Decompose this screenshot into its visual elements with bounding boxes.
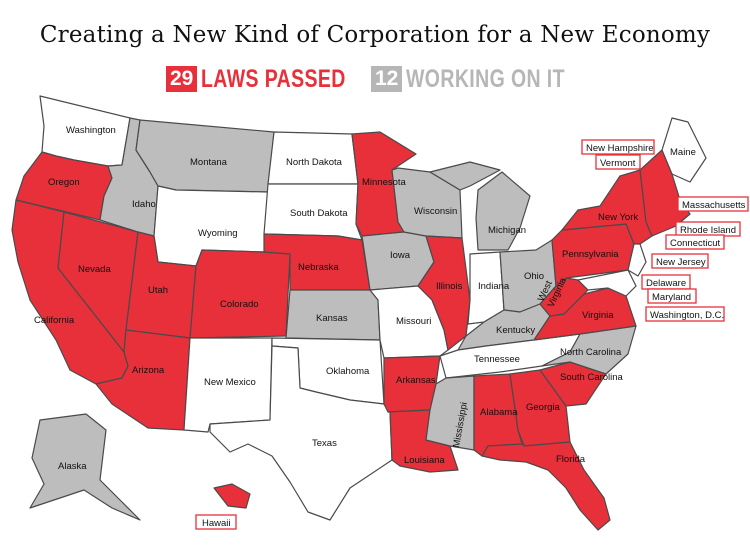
callout-hawaii: Hawaii [202,518,231,529]
label-ohio: Ohio [524,271,544,282]
state-maine[interactable] [661,117,707,183]
label-michigan: Michigan [488,225,526,236]
label-washington: Washington [66,125,116,136]
state-montana[interactable] [135,119,275,193]
label-wisconsin: Wisconsin [414,206,457,217]
label-indiana: Indiana [478,281,510,292]
label-south-dakota: South Dakota [290,208,348,219]
callout-delaware: Delaware [646,278,686,289]
label-new-york: New York [598,212,638,223]
state-michigan-upper[interactable] [429,161,501,191]
label-georgia: Georgia [526,402,561,413]
legend-passed-label: LAWS PASSED [201,64,347,93]
label-kansas: Kansas [316,313,348,324]
callout-maryland: Maryland [652,292,691,303]
callout-washington-dc: Washington, D.C. [650,310,724,321]
label-arizona: Arizona [132,365,165,376]
label-iowa: Iowa [390,250,411,261]
label-idaho: Idaho [132,199,156,210]
legend-working-label: WORKING ON IT [406,64,566,93]
legend-passed-count: 29 [165,66,198,92]
label-alaska: Alaska [58,461,87,472]
label-oklahoma: Oklahoma [326,366,370,377]
label-north-carolina: North Carolina [560,347,622,358]
state-colorado[interactable] [189,249,291,339]
state-south-carolina[interactable] [539,361,607,407]
callout-connecticut: Connecticut [670,238,721,249]
callout-box-washington-dc [645,306,725,322]
label-nevada: Nevada [78,264,111,275]
callout-box-new-hampshire [581,139,655,155]
callout-box-hawaii [195,514,237,530]
label-maine: Maine [670,147,696,158]
label-california: California [34,315,75,326]
map-title: Creating a New Kind of Corporation for a… [39,22,711,48]
label-tennessee: Tennessee [474,354,520,365]
state-michigan[interactable] [475,171,531,251]
label-texas: Texas [312,438,337,449]
label-illinois: Illinois [436,281,463,292]
state-new-jersey[interactable] [627,243,647,277]
callout-box-connecticut [665,234,725,250]
callout-new-jersey: New Jersey [656,257,706,268]
label-minnesota: Minnesota [362,177,407,188]
callout-box-massachusetts [677,196,749,212]
label-alabama: Alabama [480,407,518,418]
label-montana: Montana [190,157,228,168]
state-illinois[interactable] [417,235,471,351]
label-wyoming: Wyoming [198,228,238,239]
legend-working: 12 WORKING ON IT [370,64,584,94]
label-louisiana: Louisiana [404,455,445,466]
label-south-carolina: South Carolina [560,372,624,383]
label-new-mexico: New Mexico [204,377,256,388]
label-oregon: Oregon [48,177,80,188]
legend: 29 LAWS PASSED 12 WORKING ON IT [0,64,750,94]
state-north-carolina[interactable] [541,325,637,375]
state-alaska[interactable] [29,413,141,521]
legend-passed: 29 LAWS PASSED [165,64,361,94]
label-virginia: Virginia [582,310,614,321]
label-missouri: Missouri [396,316,431,327]
callout-rhode-island: Rhode Island [680,225,736,236]
callout-new-hampshire: New Hampshire [586,143,654,154]
label-kentucky: Kentucky [496,325,535,336]
callout-massachusetts: Massachusetts [682,200,746,211]
label-nebraska: Nebraska [298,262,339,273]
label-utah: Utah [148,285,168,296]
label-pennsylvania: Pennsylvania [562,249,619,260]
state-texas[interactable] [209,345,393,521]
state-hawaii[interactable] [213,483,251,509]
state-mississippi[interactable] [425,375,475,451]
callout-box-vermont [595,154,641,170]
label-florida: Florida [556,454,586,465]
legend-working-count: 12 [370,66,403,92]
state-florida[interactable] [481,441,611,531]
label-colorado: Colorado [220,299,259,310]
callout-box-new-jersey [651,253,709,269]
callout-vermont: Vermont [600,158,636,169]
label-arkansas: Arkansas [396,375,436,386]
label-north-dakota: North Dakota [286,157,343,168]
callout-box-maryland [647,288,697,304]
